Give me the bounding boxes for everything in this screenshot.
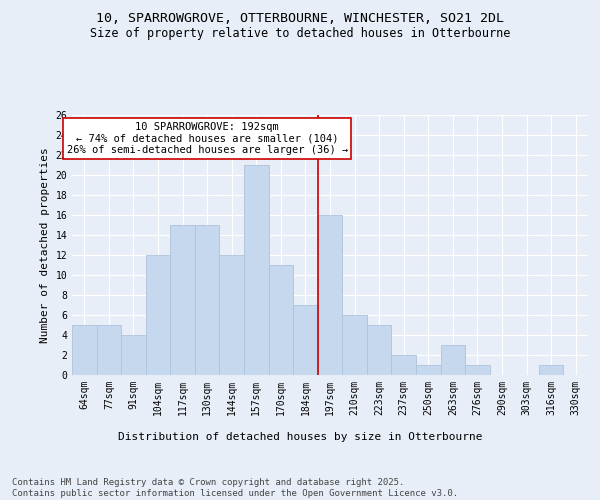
Text: 10, SPARROWGROVE, OTTERBOURNE, WINCHESTER, SO21 2DL: 10, SPARROWGROVE, OTTERBOURNE, WINCHESTE… bbox=[96, 12, 504, 26]
Bar bbox=[146, 255, 170, 375]
Text: Distribution of detached houses by size in Otterbourne: Distribution of detached houses by size … bbox=[118, 432, 482, 442]
Bar bbox=[440, 345, 465, 375]
Text: Contains HM Land Registry data © Crown copyright and database right 2025.
Contai: Contains HM Land Registry data © Crown c… bbox=[12, 478, 458, 498]
Bar bbox=[342, 315, 367, 375]
Bar bbox=[416, 365, 440, 375]
Text: Size of property relative to detached houses in Otterbourne: Size of property relative to detached ho… bbox=[90, 28, 510, 40]
Bar bbox=[367, 325, 391, 375]
Bar bbox=[97, 325, 121, 375]
Bar bbox=[391, 355, 416, 375]
Bar bbox=[293, 305, 318, 375]
Bar bbox=[269, 265, 293, 375]
Text: 10 SPARROWGROVE: 192sqm
← 74% of detached houses are smaller (104)
26% of semi-d: 10 SPARROWGROVE: 192sqm ← 74% of detache… bbox=[67, 122, 348, 155]
Bar bbox=[72, 325, 97, 375]
Bar bbox=[244, 165, 269, 375]
Bar bbox=[121, 335, 146, 375]
Bar bbox=[220, 255, 244, 375]
Bar bbox=[195, 225, 220, 375]
Bar bbox=[170, 225, 195, 375]
Bar bbox=[318, 215, 342, 375]
Bar bbox=[539, 365, 563, 375]
Bar bbox=[465, 365, 490, 375]
Y-axis label: Number of detached properties: Number of detached properties bbox=[40, 147, 50, 343]
